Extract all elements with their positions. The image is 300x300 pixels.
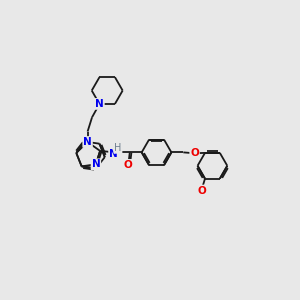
Text: N: N: [92, 159, 100, 169]
Text: O: O: [190, 148, 199, 158]
Text: O: O: [124, 160, 133, 170]
Text: N: N: [83, 137, 92, 147]
Text: N: N: [109, 149, 118, 160]
Text: N: N: [95, 99, 104, 109]
Text: H: H: [114, 143, 122, 153]
Text: O: O: [197, 185, 206, 196]
